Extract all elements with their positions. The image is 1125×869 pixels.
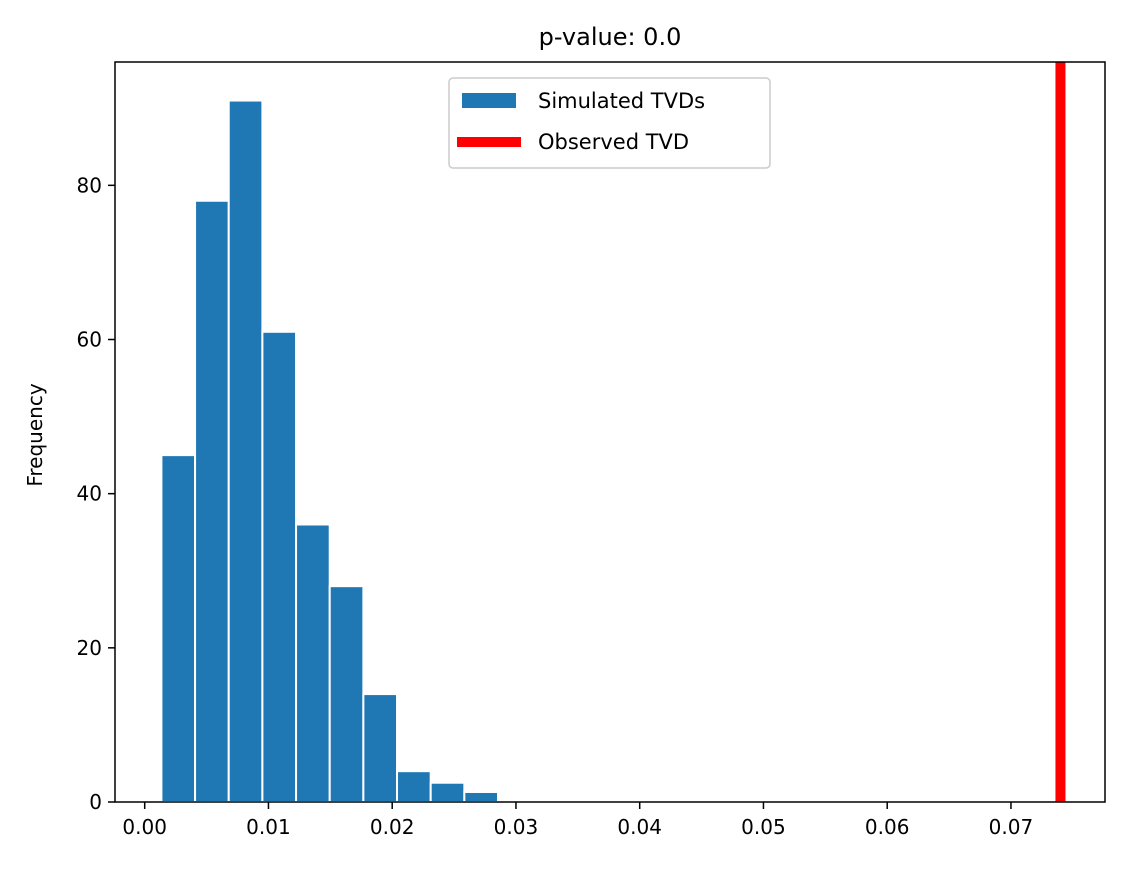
legend-label-simulated: Simulated TVDs — [538, 89, 705, 113]
histogram-bar — [396, 770, 432, 804]
x-tick-label: 0.04 — [617, 815, 662, 839]
y-tick-label: 60 — [77, 328, 102, 352]
histogram-bar — [261, 330, 298, 803]
y-axis-label: Frequency — [23, 383, 47, 486]
y-axis: 0 20 40 60 80 — [77, 173, 115, 814]
y-tick-label: 20 — [77, 636, 102, 660]
x-axis: 0.00 0.01 0.02 0.03 0.04 0.05 0.06 0.07 — [122, 802, 1033, 839]
y-tick-label: 80 — [77, 173, 102, 197]
x-tick-label: 0.06 — [865, 815, 910, 839]
histogram-bar — [227, 99, 264, 803]
histogram-bar — [295, 523, 331, 803]
x-tick-label: 0.00 — [122, 815, 167, 839]
histogram-bar — [194, 199, 230, 803]
histogram-bars — [160, 99, 500, 804]
x-tick-label: 0.01 — [246, 815, 291, 839]
histogram-bar — [362, 693, 399, 803]
y-tick-label: 0 — [89, 790, 102, 814]
plot-frame — [114, 61, 1106, 803]
legend-box — [448, 77, 771, 169]
y-tick-label: 40 — [77, 482, 102, 506]
histogram-bar — [429, 781, 466, 804]
histogram-bar — [160, 454, 197, 803]
legend-label-observed: Observed TVD — [538, 130, 689, 154]
x-tick-label: 0.07 — [989, 815, 1034, 839]
x-tick-label: 0.03 — [494, 815, 539, 839]
chart-title: p-value: 0.0 — [539, 23, 682, 51]
x-tick-label: 0.05 — [741, 815, 786, 839]
legend-swatch-simulated — [462, 93, 516, 108]
histogram-bar — [463, 790, 500, 804]
histogram-bar — [328, 585, 365, 804]
x-tick-label: 0.02 — [370, 815, 415, 839]
legend: Simulated TVDs Observed TVD — [448, 77, 771, 169]
